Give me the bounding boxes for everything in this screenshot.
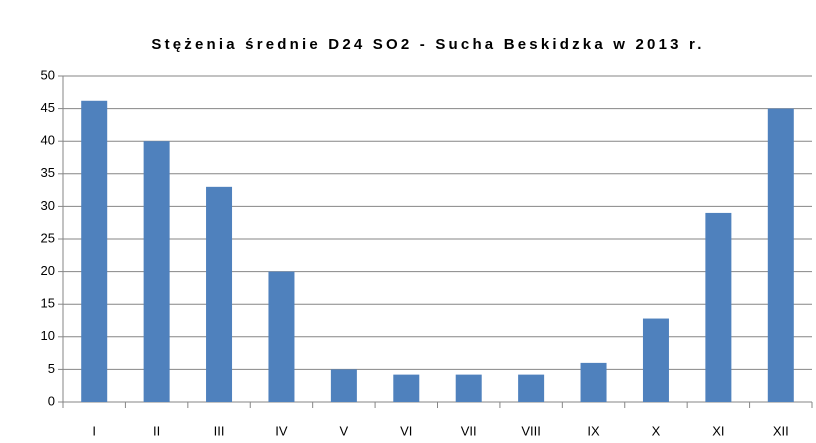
y-tick-label: 35 (41, 165, 55, 180)
x-tick-label: XI (712, 423, 724, 438)
bar (393, 374, 420, 402)
x-tick-label: II (153, 423, 160, 438)
chart-title: Stężenia średnie D24 SO2 - Sucha Beskidz… (151, 36, 704, 53)
x-tick-label: VIII (521, 423, 541, 438)
bar (518, 374, 545, 402)
y-tick-label: 50 (41, 67, 55, 82)
bar (580, 362, 607, 402)
y-tick-label: 15 (41, 296, 55, 311)
x-tick-label: IV (275, 423, 288, 438)
y-tick-label: 45 (41, 100, 55, 115)
bar (642, 318, 669, 402)
x-tick-label: XII (773, 423, 789, 438)
y-tick-label: 25 (41, 230, 55, 245)
x-tick-label: VII (461, 423, 477, 438)
bar (767, 108, 794, 402)
y-tick-label: 40 (41, 133, 55, 148)
bar (268, 271, 295, 402)
y-tick-label: 10 (41, 328, 55, 343)
bar (705, 212, 732, 402)
x-tick-label: III (214, 423, 225, 438)
x-tick-label: V (340, 423, 349, 438)
x-tick-label: X (652, 423, 661, 438)
bar (143, 141, 170, 402)
bar (330, 369, 357, 402)
x-tick-label: VI (400, 423, 412, 438)
x-tick-label: I (92, 423, 96, 438)
y-tick-label: 20 (41, 263, 55, 278)
bar (81, 100, 108, 402)
y-tick-label: 0 (48, 393, 55, 408)
bar (455, 374, 482, 402)
y-tick-label: 30 (41, 198, 55, 213)
x-tick-label: IX (587, 423, 600, 438)
bar (206, 186, 233, 402)
y-tick-label: 5 (48, 361, 55, 376)
